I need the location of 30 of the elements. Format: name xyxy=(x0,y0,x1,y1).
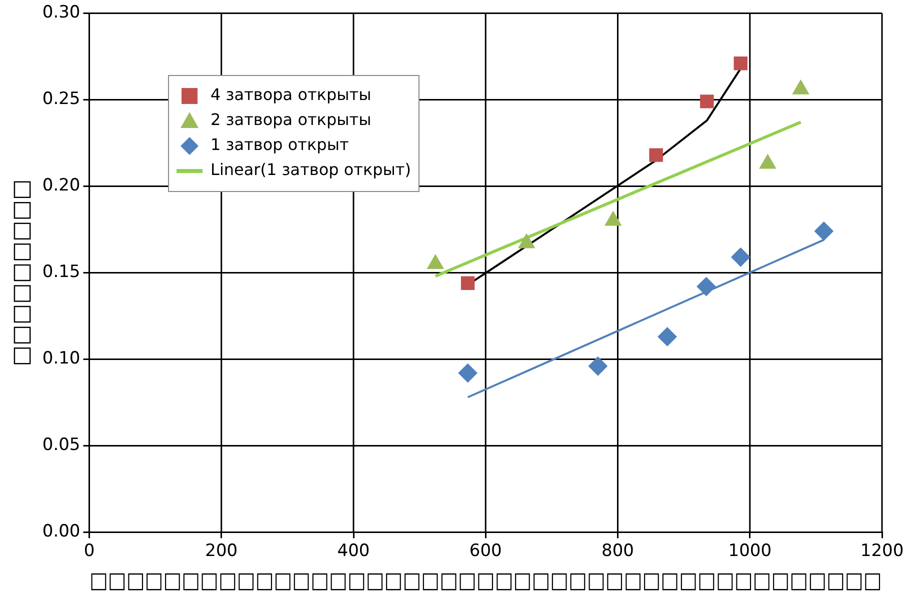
y-tick-label: 0.30 xyxy=(42,2,80,23)
point xyxy=(588,356,608,376)
point xyxy=(734,56,748,70)
x-tick-label: 0 xyxy=(84,540,95,561)
point xyxy=(814,222,834,241)
x-tick-label: 200 xyxy=(205,540,238,561)
y-tick-label: 0.25 xyxy=(42,89,80,110)
legend-label: 4 затвора открыты xyxy=(210,85,372,104)
point xyxy=(700,94,714,108)
y-axis-title: □□□□□□□□□ xyxy=(8,179,34,366)
point xyxy=(658,327,677,346)
x-tick-label: 400 xyxy=(337,540,370,561)
x-axis-title: □□□□□□□□□□□□□□□□□□□□□□□□□□□□□□□□□□□□□□□□□□□ xyxy=(89,567,882,593)
point xyxy=(731,248,750,267)
x-tick-label: 600 xyxy=(469,540,502,561)
legend-label: Linear(1 затвор открыт) xyxy=(210,160,411,180)
point xyxy=(649,148,663,162)
legend-label: 2 затвора открыты xyxy=(210,110,372,130)
y-tick-label: 0.20 xyxy=(42,176,80,196)
x-tick-label: 1200 xyxy=(860,540,904,561)
y-tick-label: 0.05 xyxy=(42,435,80,456)
point xyxy=(696,277,716,296)
point xyxy=(458,364,478,383)
point xyxy=(460,276,475,290)
x-tick-label: 1000 xyxy=(728,540,772,561)
y-tick-label: 0.10 xyxy=(42,348,80,369)
y-tick-label: 0.15 xyxy=(42,262,80,282)
x-tick-label: 800 xyxy=(602,540,634,561)
y-tick-label: 0.00 xyxy=(42,522,80,542)
legend-label: 1 затвор открыт xyxy=(210,135,349,154)
